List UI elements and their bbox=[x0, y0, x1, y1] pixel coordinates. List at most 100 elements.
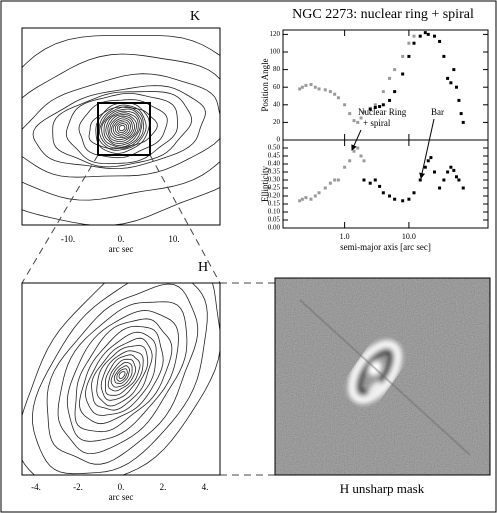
point bbox=[359, 116, 363, 120]
point bbox=[457, 178, 461, 182]
contour bbox=[109, 115, 135, 141]
contour bbox=[103, 110, 141, 146]
point bbox=[401, 54, 405, 58]
y-tick-label: 60 bbox=[273, 83, 281, 91]
annotation: Nuclear Ring bbox=[358, 107, 407, 117]
y-tick-label: 0.30 bbox=[268, 176, 281, 184]
x-tick-label: 1.0 bbox=[340, 232, 350, 241]
k-tick-label: 10. bbox=[168, 234, 179, 244]
h-frame bbox=[21, 282, 221, 476]
point bbox=[426, 159, 430, 163]
y-axis-label: Position Angle bbox=[260, 58, 270, 111]
contour bbox=[91, 337, 153, 411]
plot-frame bbox=[282, 139, 489, 229]
contour bbox=[88, 106, 158, 150]
point bbox=[449, 81, 453, 85]
point bbox=[432, 170, 436, 174]
point bbox=[423, 31, 427, 35]
y-tick-label: 20 bbox=[273, 118, 281, 126]
y-tick-label: 40 bbox=[273, 100, 281, 108]
contour bbox=[105, 354, 141, 396]
image-frame bbox=[274, 277, 491, 476]
point bbox=[362, 159, 366, 163]
y-tick-label: 0.50 bbox=[268, 144, 281, 152]
y-tick-label: 0 bbox=[277, 136, 281, 144]
k-tick-label: 0. bbox=[118, 234, 125, 244]
point bbox=[317, 191, 321, 195]
annotation: Bar bbox=[431, 107, 444, 117]
point bbox=[333, 178, 337, 182]
point bbox=[348, 112, 352, 116]
point bbox=[412, 34, 416, 38]
point bbox=[459, 112, 463, 116]
point bbox=[359, 154, 363, 158]
point bbox=[381, 103, 385, 107]
point bbox=[317, 87, 321, 91]
x-axis-label: semi-major axis [arc sec] bbox=[340, 242, 431, 252]
chart-title: NGC 2273: nuclear ring + spiral bbox=[292, 7, 474, 22]
y-tick-label: 0.20 bbox=[268, 192, 281, 200]
contour bbox=[114, 121, 130, 135]
point bbox=[429, 156, 433, 160]
point bbox=[304, 196, 308, 200]
point bbox=[423, 165, 427, 169]
point bbox=[418, 34, 422, 38]
point bbox=[418, 178, 422, 182]
point bbox=[461, 186, 465, 190]
point bbox=[446, 170, 450, 174]
point bbox=[449, 165, 453, 169]
y-tick-label: 0.00 bbox=[268, 224, 281, 232]
contour bbox=[116, 368, 128, 382]
point bbox=[452, 168, 456, 172]
point bbox=[393, 197, 397, 201]
y-tick-label: 80 bbox=[273, 65, 281, 73]
point bbox=[388, 76, 392, 80]
point bbox=[336, 96, 340, 100]
contour bbox=[112, 119, 131, 137]
contour bbox=[52, 91, 193, 168]
contour bbox=[113, 365, 130, 384]
contour bbox=[118, 124, 126, 132]
y-tick-label: 0.40 bbox=[268, 160, 281, 168]
point bbox=[412, 191, 416, 195]
point bbox=[393, 68, 397, 72]
annotation-arrow bbox=[351, 129, 362, 151]
h-tick-label: -4. bbox=[31, 482, 41, 492]
point bbox=[328, 90, 332, 94]
y-tick-label: 0.15 bbox=[268, 200, 281, 208]
contour bbox=[100, 350, 144, 401]
point bbox=[401, 199, 405, 203]
point bbox=[343, 165, 347, 169]
point bbox=[452, 68, 456, 72]
point bbox=[457, 98, 461, 102]
y-tick-label: 100 bbox=[270, 48, 281, 56]
contour bbox=[31, 283, 208, 475]
point bbox=[336, 178, 340, 182]
contour bbox=[85, 331, 157, 416]
contour bbox=[22, 34, 220, 225]
point bbox=[407, 197, 411, 201]
contour bbox=[110, 117, 133, 138]
zoom-box bbox=[97, 102, 151, 156]
point bbox=[362, 110, 366, 114]
point bbox=[300, 197, 304, 201]
point bbox=[352, 149, 356, 153]
point bbox=[298, 87, 302, 91]
point bbox=[401, 72, 405, 76]
unsharp-image bbox=[275, 278, 490, 475]
contour bbox=[78, 99, 168, 159]
point bbox=[461, 120, 465, 124]
contour bbox=[107, 358, 137, 392]
h-tick-label: -2. bbox=[73, 482, 83, 492]
point bbox=[407, 54, 411, 58]
contour bbox=[65, 93, 178, 165]
image-caption: H unsharp mask bbox=[340, 481, 425, 496]
point bbox=[454, 175, 458, 179]
point bbox=[373, 178, 377, 182]
point bbox=[356, 146, 360, 150]
contour bbox=[107, 114, 137, 142]
point bbox=[426, 32, 430, 36]
k-frame bbox=[21, 27, 221, 226]
